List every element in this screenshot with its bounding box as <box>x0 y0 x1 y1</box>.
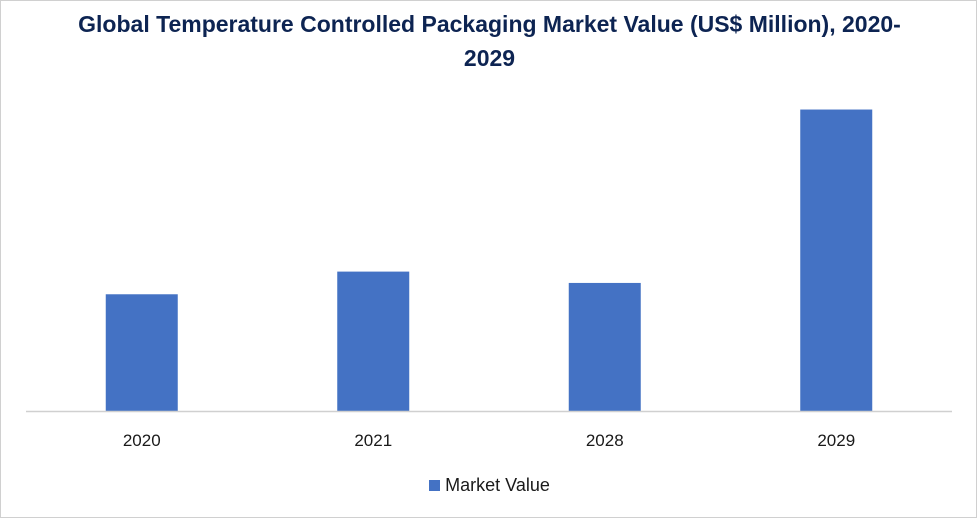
x-tick-label: 2028 <box>586 431 624 450</box>
chart-legend: Market Value <box>1 475 977 496</box>
legend-label: Market Value <box>445 475 550 495</box>
x-tick-label: 2021 <box>354 431 392 450</box>
bar-2020 <box>105 294 178 411</box>
bar-2029 <box>800 109 873 412</box>
x-tick-label: 2020 <box>123 431 161 450</box>
x-tick-label: 2029 <box>817 431 855 450</box>
bar-2028 <box>568 282 641 411</box>
bar-2021 <box>337 271 410 411</box>
legend-swatch <box>429 480 441 491</box>
chart-title: Global Temperature Controlled Packaging … <box>78 11 901 71</box>
